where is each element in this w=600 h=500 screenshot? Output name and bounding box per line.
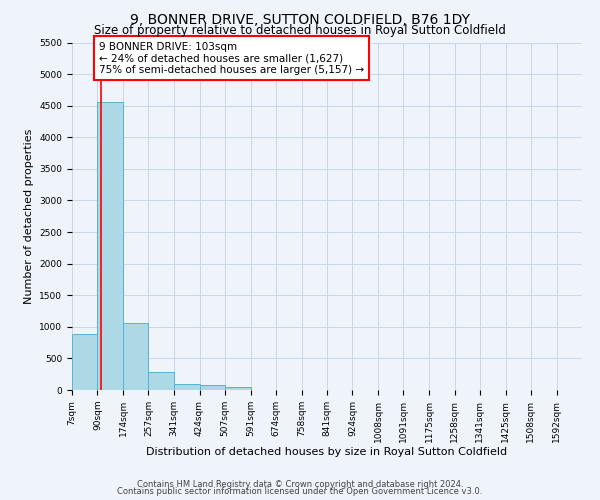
- Text: Size of property relative to detached houses in Royal Sutton Coldfield: Size of property relative to detached ho…: [94, 24, 506, 37]
- Text: 9, BONNER DRIVE, SUTTON COLDFIELD, B76 1DY: 9, BONNER DRIVE, SUTTON COLDFIELD, B76 1…: [130, 12, 470, 26]
- X-axis label: Distribution of detached houses by size in Royal Sutton Coldfield: Distribution of detached houses by size …: [146, 448, 508, 458]
- Bar: [225, 387, 251, 390]
- Text: 9 BONNER DRIVE: 103sqm
← 24% of detached houses are smaller (1,627)
75% of semi-: 9 BONNER DRIVE: 103sqm ← 24% of detached…: [99, 42, 364, 75]
- Text: Contains HM Land Registry data © Crown copyright and database right 2024.: Contains HM Land Registry data © Crown c…: [137, 480, 463, 489]
- Bar: [97, 102, 123, 390]
- Bar: [72, 334, 97, 390]
- Bar: [199, 385, 225, 390]
- Bar: [148, 372, 174, 390]
- Y-axis label: Number of detached properties: Number of detached properties: [24, 128, 34, 304]
- Text: Contains public sector information licensed under the Open Government Licence v3: Contains public sector information licen…: [118, 487, 482, 496]
- Bar: [123, 323, 148, 390]
- Bar: [174, 384, 199, 390]
